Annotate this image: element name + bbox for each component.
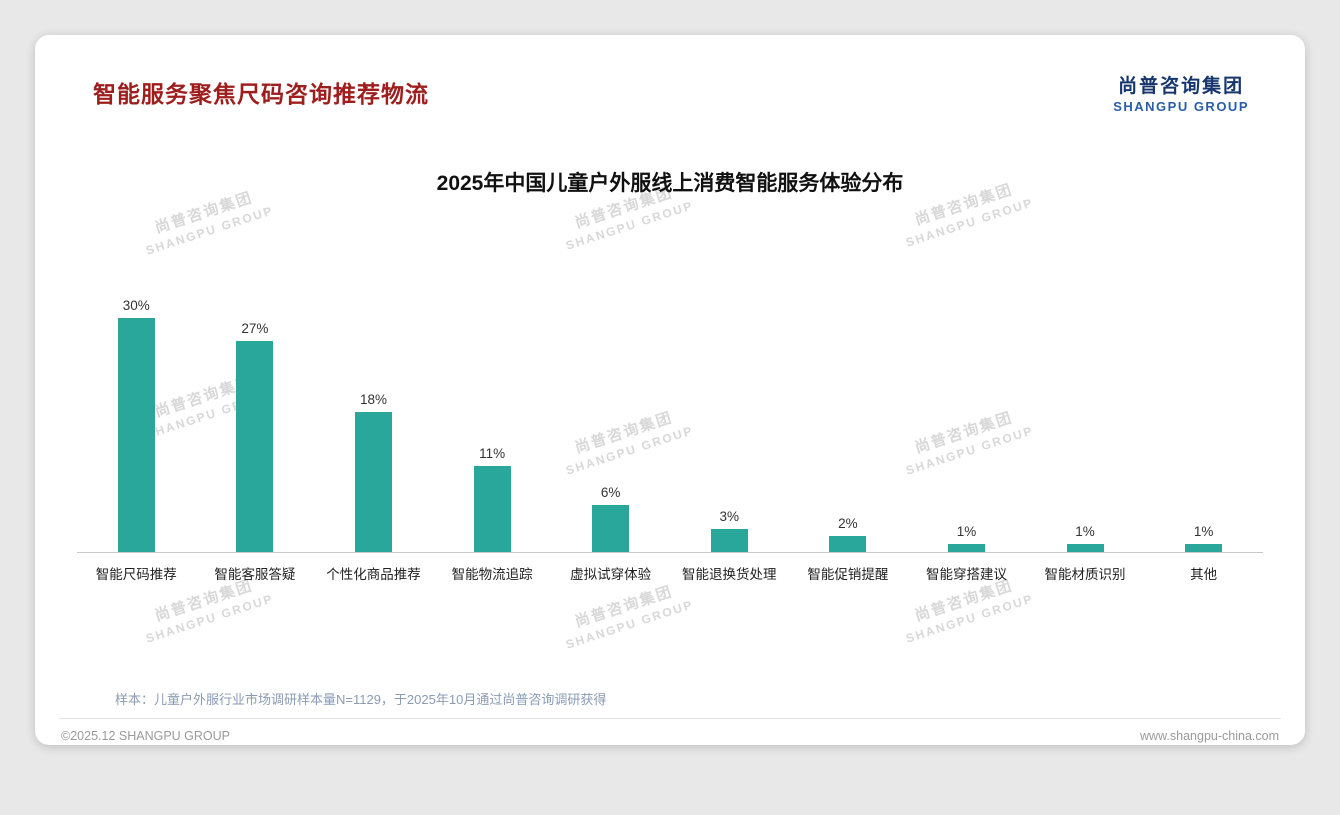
watermark-en: SHANGPU GROUP [904,195,1036,251]
copyright-text: ©2025.12 SHANGPU GROUP [61,729,230,743]
value-label: 18% [359,391,387,407]
category-label: 虚拟试穿体验 [570,567,652,582]
category-label: 智能尺码推荐 [95,567,177,582]
footer-bar: ©2025.12 SHANGPU GROUP www.shangpu-china… [35,719,1305,743]
watermark: 尚普咨询集团 SHANGPU GROUP [558,577,696,653]
bar-column: 1% [1144,524,1263,552]
page-title: 智能服务聚焦尺码咨询推荐物流 [93,81,429,107]
category-label: 个性化商品推荐 [326,567,421,582]
bar [236,341,274,552]
bar-column: 18% [314,392,433,552]
category-label: 智能促销提醒 [807,567,889,582]
bar [117,318,155,552]
category-label: 智能物流追踪 [451,567,533,582]
watermark-en: SHANGPU GROUP [144,591,276,647]
category-label: 智能客服答疑 [214,567,296,582]
value-label: 1% [956,524,977,540]
watermark-en: SHANGPU GROUP [564,198,696,254]
watermark-cn: 尚普咨询集团 [572,583,676,631]
category-label: 智能穿搭建议 [925,567,1007,582]
value-label: 6% [600,485,621,501]
company-logo-cn: 尚普咨询集团 [1118,76,1245,97]
bar [947,544,985,552]
header: 智能服务聚焦尺码咨询推荐物流 尚普咨询集团 SHANGPU GROUP [35,35,1305,115]
bar-column: 27% [196,321,315,552]
company-logo: 尚普咨询集团 SHANGPU GROUP [1113,75,1249,115]
bar [354,411,392,552]
bar-column: 30% [77,298,196,552]
category-label: 其他 [1190,567,1218,582]
bar-column: 11% [433,446,552,552]
bar [710,528,748,552]
category-label: 智能材质识别 [1044,567,1126,582]
bar [829,536,867,552]
footer-divider [59,718,1281,719]
slide-card: 智能服务聚焦尺码咨询推荐物流 尚普咨询集团 SHANGPU GROUP 2025… [35,35,1305,745]
value-label: 27% [241,321,269,337]
watermark-en: SHANGPU GROUP [564,597,696,653]
chart-title: 2025年中国儿童户外服线上消费智能服务体验分布 [436,172,904,195]
website-text: www.shangpu-china.com [1140,729,1279,743]
value-label: 3% [719,508,740,524]
bar-column: 1% [907,524,1026,552]
sample-note: 样本：儿童户外服行业市场调研样本量N=1129，于2025年10月通过尚普咨询调… [115,692,607,707]
bar [1185,544,1223,552]
category-label: 智能退换货处理 [682,567,777,582]
watermark-en: SHANGPU GROUP [904,591,1036,647]
bar [1066,544,1104,552]
bar-column: 6% [551,485,670,552]
bar-column: 2% [789,516,908,552]
bar-column: 1% [1026,524,1145,552]
value-label: 11% [479,446,506,462]
value-label: 1% [1075,524,1095,540]
value-label: 30% [122,298,150,313]
bar-chart: 30% 27% 18% 11% 6% 3% 2% 1% 1% 1% [77,293,1263,553]
bar [473,466,511,552]
bar [592,505,630,552]
company-logo-en: SHANGPU GROUP [1113,98,1249,114]
value-label: 1% [1193,524,1214,540]
bar-column: 3% [670,509,789,552]
category-axis: 智能尺码推荐 智能客服答疑 个性化商品推荐 智能物流追踪 虚拟试穿体验 智能退换货处理 智能… [77,563,1263,583]
watermark-en: SHANGPU GROUP [144,203,276,259]
value-label: 2% [838,516,858,532]
